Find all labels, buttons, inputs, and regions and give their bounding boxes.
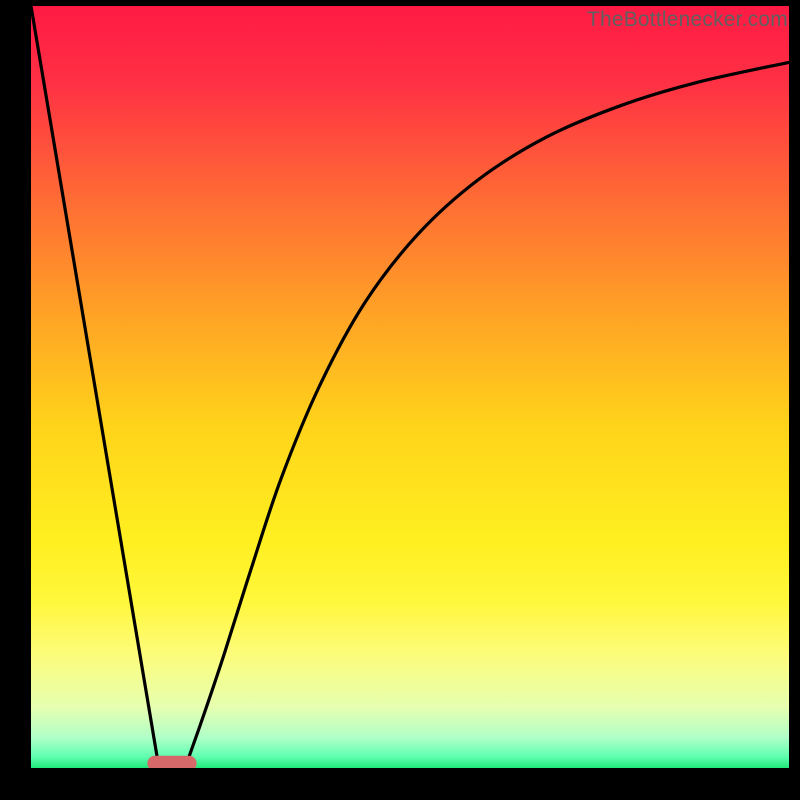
watermark-text: TheBottlenecker.com [587,8,788,32]
optimum-marker [147,756,196,768]
plot-area [31,6,789,768]
curve-overlay [31,6,789,768]
chart-container: TheBottlenecker.com [0,0,800,800]
